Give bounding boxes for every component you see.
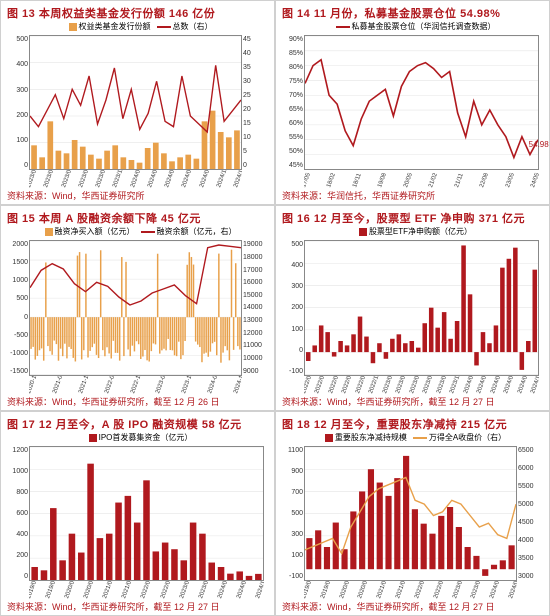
panel-17-legend: IPO首发募集资金（亿元）	[7, 434, 268, 444]
panel-16-chart: 5004003002001000-100	[304, 240, 539, 375]
panel-15-chart: 2000150010005000-500-1000-1500 190001800…	[29, 240, 242, 375]
panel-15-title: 图 15 本周 A 股融资余额下降 45 亿元	[7, 210, 268, 226]
panel-13-title: 图 13 本周权益类基金发行份额 146 亿份	[7, 5, 268, 21]
panel-13: 图 13 本周权益类基金发行份额 146 亿份 权益类基金发行份额总数（右） 5…	[0, 0, 275, 205]
panel-16: 图 16 12 月至今，股票型 ETF 净申购 371 亿元 股票型ETF净申购…	[275, 205, 550, 410]
panel-17-chart: 120010008006004002000	[29, 446, 264, 581]
panel-18-chart: 1100900700500300100-100 6500600055005000…	[304, 446, 517, 581]
panel-14-annotation: 54.98%	[529, 140, 550, 149]
panel-14-title: 图 14 11 月份，私募基金股票仓位 54.98%	[282, 5, 543, 21]
panel-16-source: 资料来源：Wind，华西证券研究所，截至 12 月 27 日	[282, 395, 543, 408]
panel-14-chart: 90%85%80%75%70%65%60%55%50%45% 54.98%	[304, 35, 539, 170]
chart-grid: 图 13 本周权益类基金发行份额 146 亿份 权益类基金发行份额总数（右） 5…	[0, 0, 550, 616]
panel-17: 图 17 12 月至今，A 股 IPO 融资规模 58 亿元 IPO首发募集资金…	[0, 411, 275, 616]
panel-18-title: 图 18 12 月至今，重要股东净减持 215 亿元	[282, 416, 543, 432]
panel-16-title: 图 16 12 月至今，股票型 ETF 净申购 371 亿元	[282, 210, 543, 226]
panel-13-source: 资料来源：Wind，华西证券研究所	[7, 189, 268, 202]
panel-17-title: 图 17 12 月至今，A 股 IPO 融资规模 58 亿元	[7, 416, 268, 432]
panel-18-legend: 重要股东净减持规模万得全A收盘价（右）	[282, 434, 543, 444]
panel-13-legend: 权益类基金发行份额总数（右）	[7, 23, 268, 33]
panel-18-source: 资料来源：Wind，华西证券研究所，截至 12 月 27 日	[282, 600, 543, 613]
panel-15-legend: 融资净买入额（亿元）融资余额（亿元，右）	[7, 228, 268, 238]
panel-16-legend: 股票型ETF净申购额（亿元）	[282, 228, 543, 238]
panel-14-source: 资料来源：华润信托，华西证券研究所	[282, 189, 543, 202]
panel-14-legend: 私募基金股票仓位（华润信托调查数据）	[282, 23, 543, 33]
panel-17-source: 资料来源：Wind，华西证券研究所，截至 12 月 27 日	[7, 600, 268, 613]
panel-15: 图 15 本周 A 股融资余额下降 45 亿元 融资净买入额（亿元）融资余额（亿…	[0, 205, 275, 410]
panel-15-source: 资料来源：Wind，华西证券研究所，截至 12 月 26 日	[7, 395, 268, 408]
panel-13-chart: 5004003002001000 454035302520151050	[29, 35, 242, 170]
panel-14: 图 14 11 月份，私募基金股票仓位 54.98% 私募基金股票仓位（华润信托…	[275, 0, 550, 205]
panel-18: 图 18 12 月至今，重要股东净减持 215 亿元 重要股东净减持规模万得全A…	[275, 411, 550, 616]
